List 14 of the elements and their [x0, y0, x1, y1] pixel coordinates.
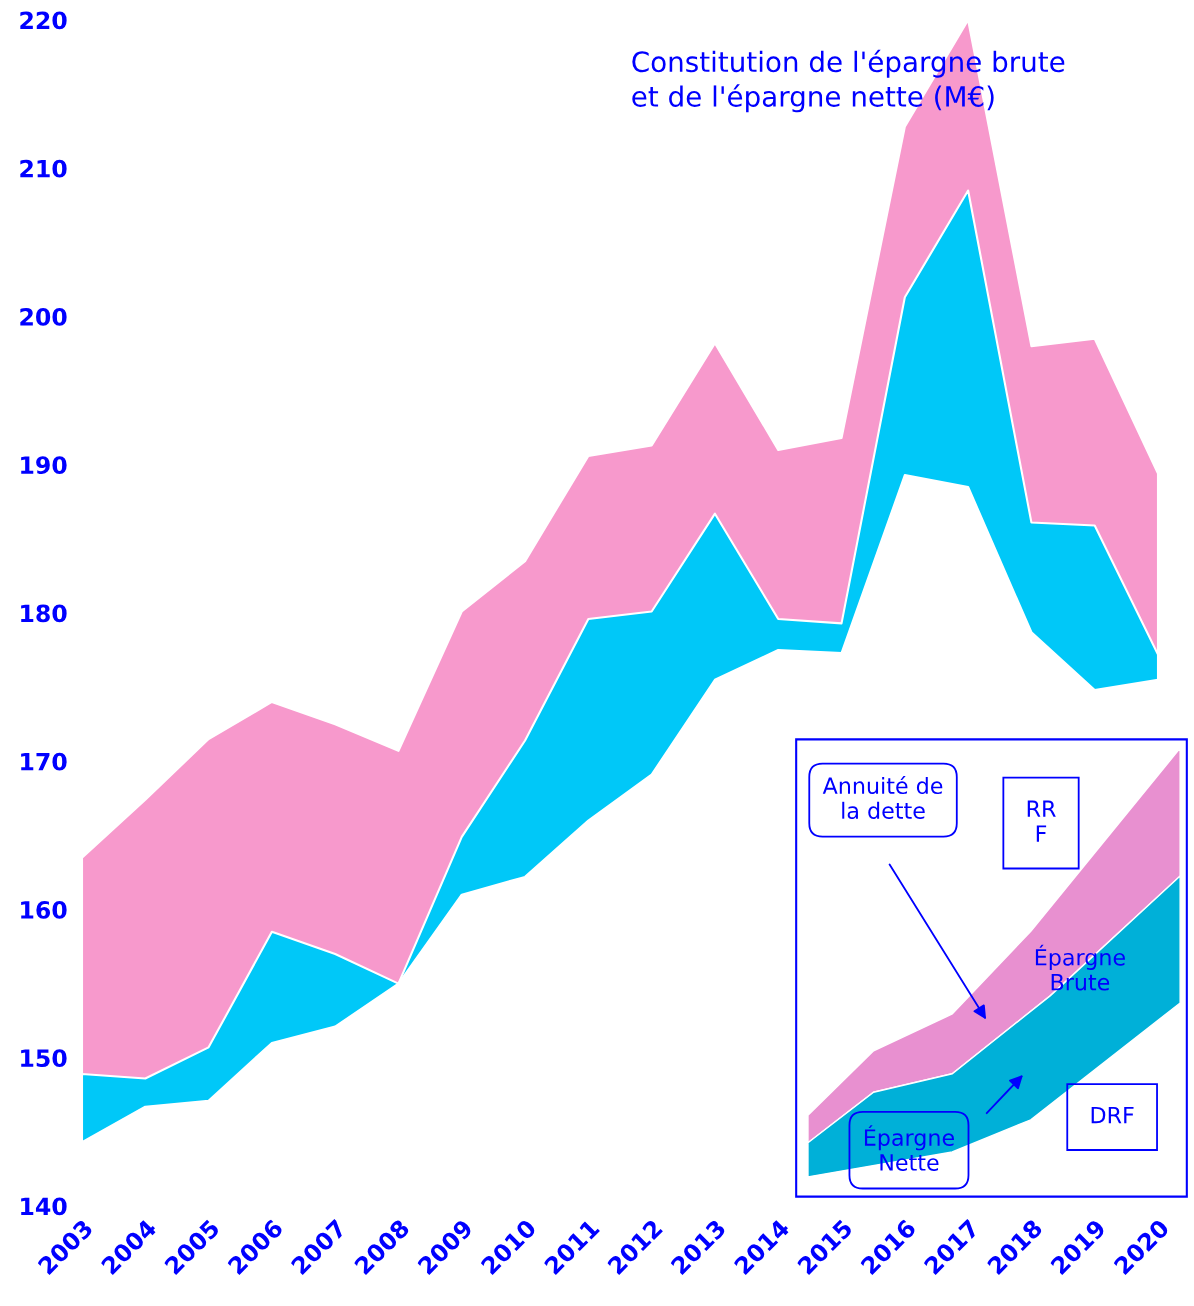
annotation: RR F: [1027, 800, 1056, 842]
y-tick-label: 190: [21, 456, 67, 475]
y-tick-label: 150: [21, 1049, 67, 1068]
y-tick-label: 140: [21, 1197, 67, 1216]
y-tick-label: 160: [21, 900, 67, 919]
text: Constitution de l'épargne brute et de l'épargne nette (M€): [632, 49, 1065, 113]
y-tick-label: 210: [20, 159, 67, 178]
y-tick-label: 220: [20, 11, 67, 30]
y-tick-label: 180: [21, 604, 67, 623]
y-tick-label: 200: [20, 307, 67, 326]
annotation: DRF: [1091, 1106, 1134, 1124]
annotation: Annuité de la dette: [822, 776, 943, 819]
annotation: Épargne Nette: [864, 1125, 954, 1171]
y-tick-label: 170: [21, 752, 67, 771]
